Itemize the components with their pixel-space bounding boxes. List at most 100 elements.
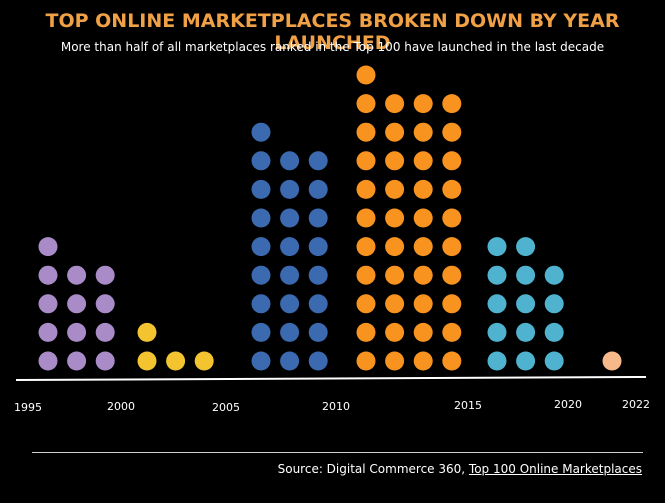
dot-group-0-1 (67, 351, 87, 371)
dot-group-3-35 (442, 122, 462, 142)
dot-group-2-3 (251, 322, 271, 342)
source-prefix: Source: Digital Commerce 360, (277, 462, 469, 476)
dot-group-3-22 (413, 208, 433, 228)
dot-group-2-16 (280, 208, 300, 228)
dot-group-4-11 (544, 265, 564, 285)
dot-group-3-12 (356, 265, 376, 285)
dot-group-4-8 (544, 294, 564, 314)
dot-group-3-39 (442, 94, 462, 114)
dot-group-3-26 (413, 179, 433, 199)
dot-group-2-0 (251, 351, 271, 371)
x-tick-label-2015: 2015 (454, 399, 482, 412)
dot-group-3-5 (385, 322, 405, 342)
chart-subtitle: More than half of all marketplaces ranke… (60, 40, 605, 54)
dot-group-2-5 (308, 322, 328, 342)
dot-group-2-9 (251, 265, 271, 285)
x-tick-label-2005: 2005 (212, 401, 240, 414)
dot-group-3-1 (385, 351, 405, 371)
dot-group-3-31 (442, 151, 462, 171)
dot-group-3-14 (413, 265, 433, 285)
dot-group-3-23 (442, 208, 462, 228)
dot-group-3-34 (413, 122, 433, 142)
dot-group-2-8 (308, 294, 328, 314)
x-tick-label-1995: 1995 (14, 401, 42, 414)
dot-group-0-6 (38, 294, 58, 314)
dot-group-3-15 (442, 265, 462, 285)
dot-group-0-8 (95, 294, 115, 314)
dot-group-1-0 (137, 351, 157, 371)
dot-group-3-16 (356, 237, 376, 257)
dot-group-2-13 (280, 237, 300, 257)
dot-group-0-0 (38, 351, 58, 371)
dot-group-2-7 (280, 294, 300, 314)
source-note: Source: Digital Commerce 360, Top 100 On… (278, 462, 642, 476)
dot-group-1-3 (137, 322, 157, 342)
chart-title: TOP ONLINE MARKETPLACES BROKEN DOWN BY Y… (45, 10, 620, 54)
dot-group-4-12 (487, 237, 507, 257)
dot-group-0-9 (38, 265, 58, 285)
dot-group-2-11 (308, 265, 328, 285)
dot-group-2-23 (308, 151, 328, 171)
dot-group-3-11 (442, 294, 462, 314)
dot-group-3-38 (413, 94, 433, 114)
x-axis-baseline (15, 376, 647, 381)
source-link[interactable]: Top 100 Online Marketplaces (468, 462, 642, 476)
dot-group-2-4 (280, 322, 300, 342)
x-tick-label-2010: 2010 (322, 400, 350, 413)
dot-group-3-40 (356, 65, 376, 85)
dot-group-5-0 (602, 351, 622, 371)
dot-group-4-13 (516, 237, 536, 257)
dot-group-3-2 (413, 351, 433, 371)
dot-group-3-36 (356, 94, 376, 114)
dot-group-3-24 (356, 179, 376, 199)
dot-group-2-18 (251, 179, 271, 199)
x-tick-label-2000: 2000 (107, 400, 135, 413)
dot-group-0-10 (67, 265, 87, 285)
dot-group-3-28 (356, 151, 376, 171)
dot-group-3-10 (413, 294, 433, 314)
dot-group-4-5 (544, 322, 564, 342)
dot-group-2-14 (308, 237, 328, 257)
dot-group-4-7 (516, 294, 536, 314)
dot-group-2-20 (308, 179, 328, 199)
dot-group-3-20 (356, 208, 376, 228)
dot-group-4-0 (487, 351, 507, 371)
dot-group-2-19 (280, 179, 300, 199)
dot-group-3-18 (413, 237, 433, 257)
dot-group-3-25 (385, 179, 405, 199)
dot-group-4-2 (544, 351, 564, 371)
dot-group-4-6 (487, 294, 507, 314)
dot-group-4-4 (516, 322, 536, 342)
dot-group-3-9 (385, 294, 405, 314)
dot-group-3-19 (442, 237, 462, 257)
dot-group-3-17 (385, 237, 405, 257)
dot-group-2-10 (280, 265, 300, 285)
dot-group-2-21 (251, 151, 271, 171)
dot-group-4-1 (516, 351, 536, 371)
dot-group-1-1 (166, 351, 186, 371)
dot-group-0-11 (95, 265, 115, 285)
dot-group-2-12 (251, 237, 271, 257)
dot-group-3-30 (413, 151, 433, 171)
dot-group-0-4 (67, 322, 87, 342)
dot-group-2-6 (251, 294, 271, 314)
dot-group-3-7 (442, 322, 462, 342)
dot-group-3-6 (413, 322, 433, 342)
dot-group-0-5 (95, 322, 115, 342)
x-tick-label-2022: 2022 (622, 398, 650, 411)
x-tick-label-2020: 2020 (554, 398, 582, 411)
dot-group-2-17 (308, 208, 328, 228)
dot-group-3-29 (385, 151, 405, 171)
dot-group-3-37 (385, 94, 405, 114)
dot-group-3-3 (442, 351, 462, 371)
dot-group-4-3 (487, 322, 507, 342)
dot-group-0-7 (67, 294, 87, 314)
dot-group-1-2 (194, 351, 214, 371)
dot-group-2-2 (308, 351, 328, 371)
dot-group-3-32 (356, 122, 376, 142)
dot-group-3-21 (385, 208, 405, 228)
dot-group-4-9 (487, 265, 507, 285)
dot-group-3-33 (385, 122, 405, 142)
footer-divider (32, 452, 643, 453)
dot-group-2-15 (251, 208, 271, 228)
